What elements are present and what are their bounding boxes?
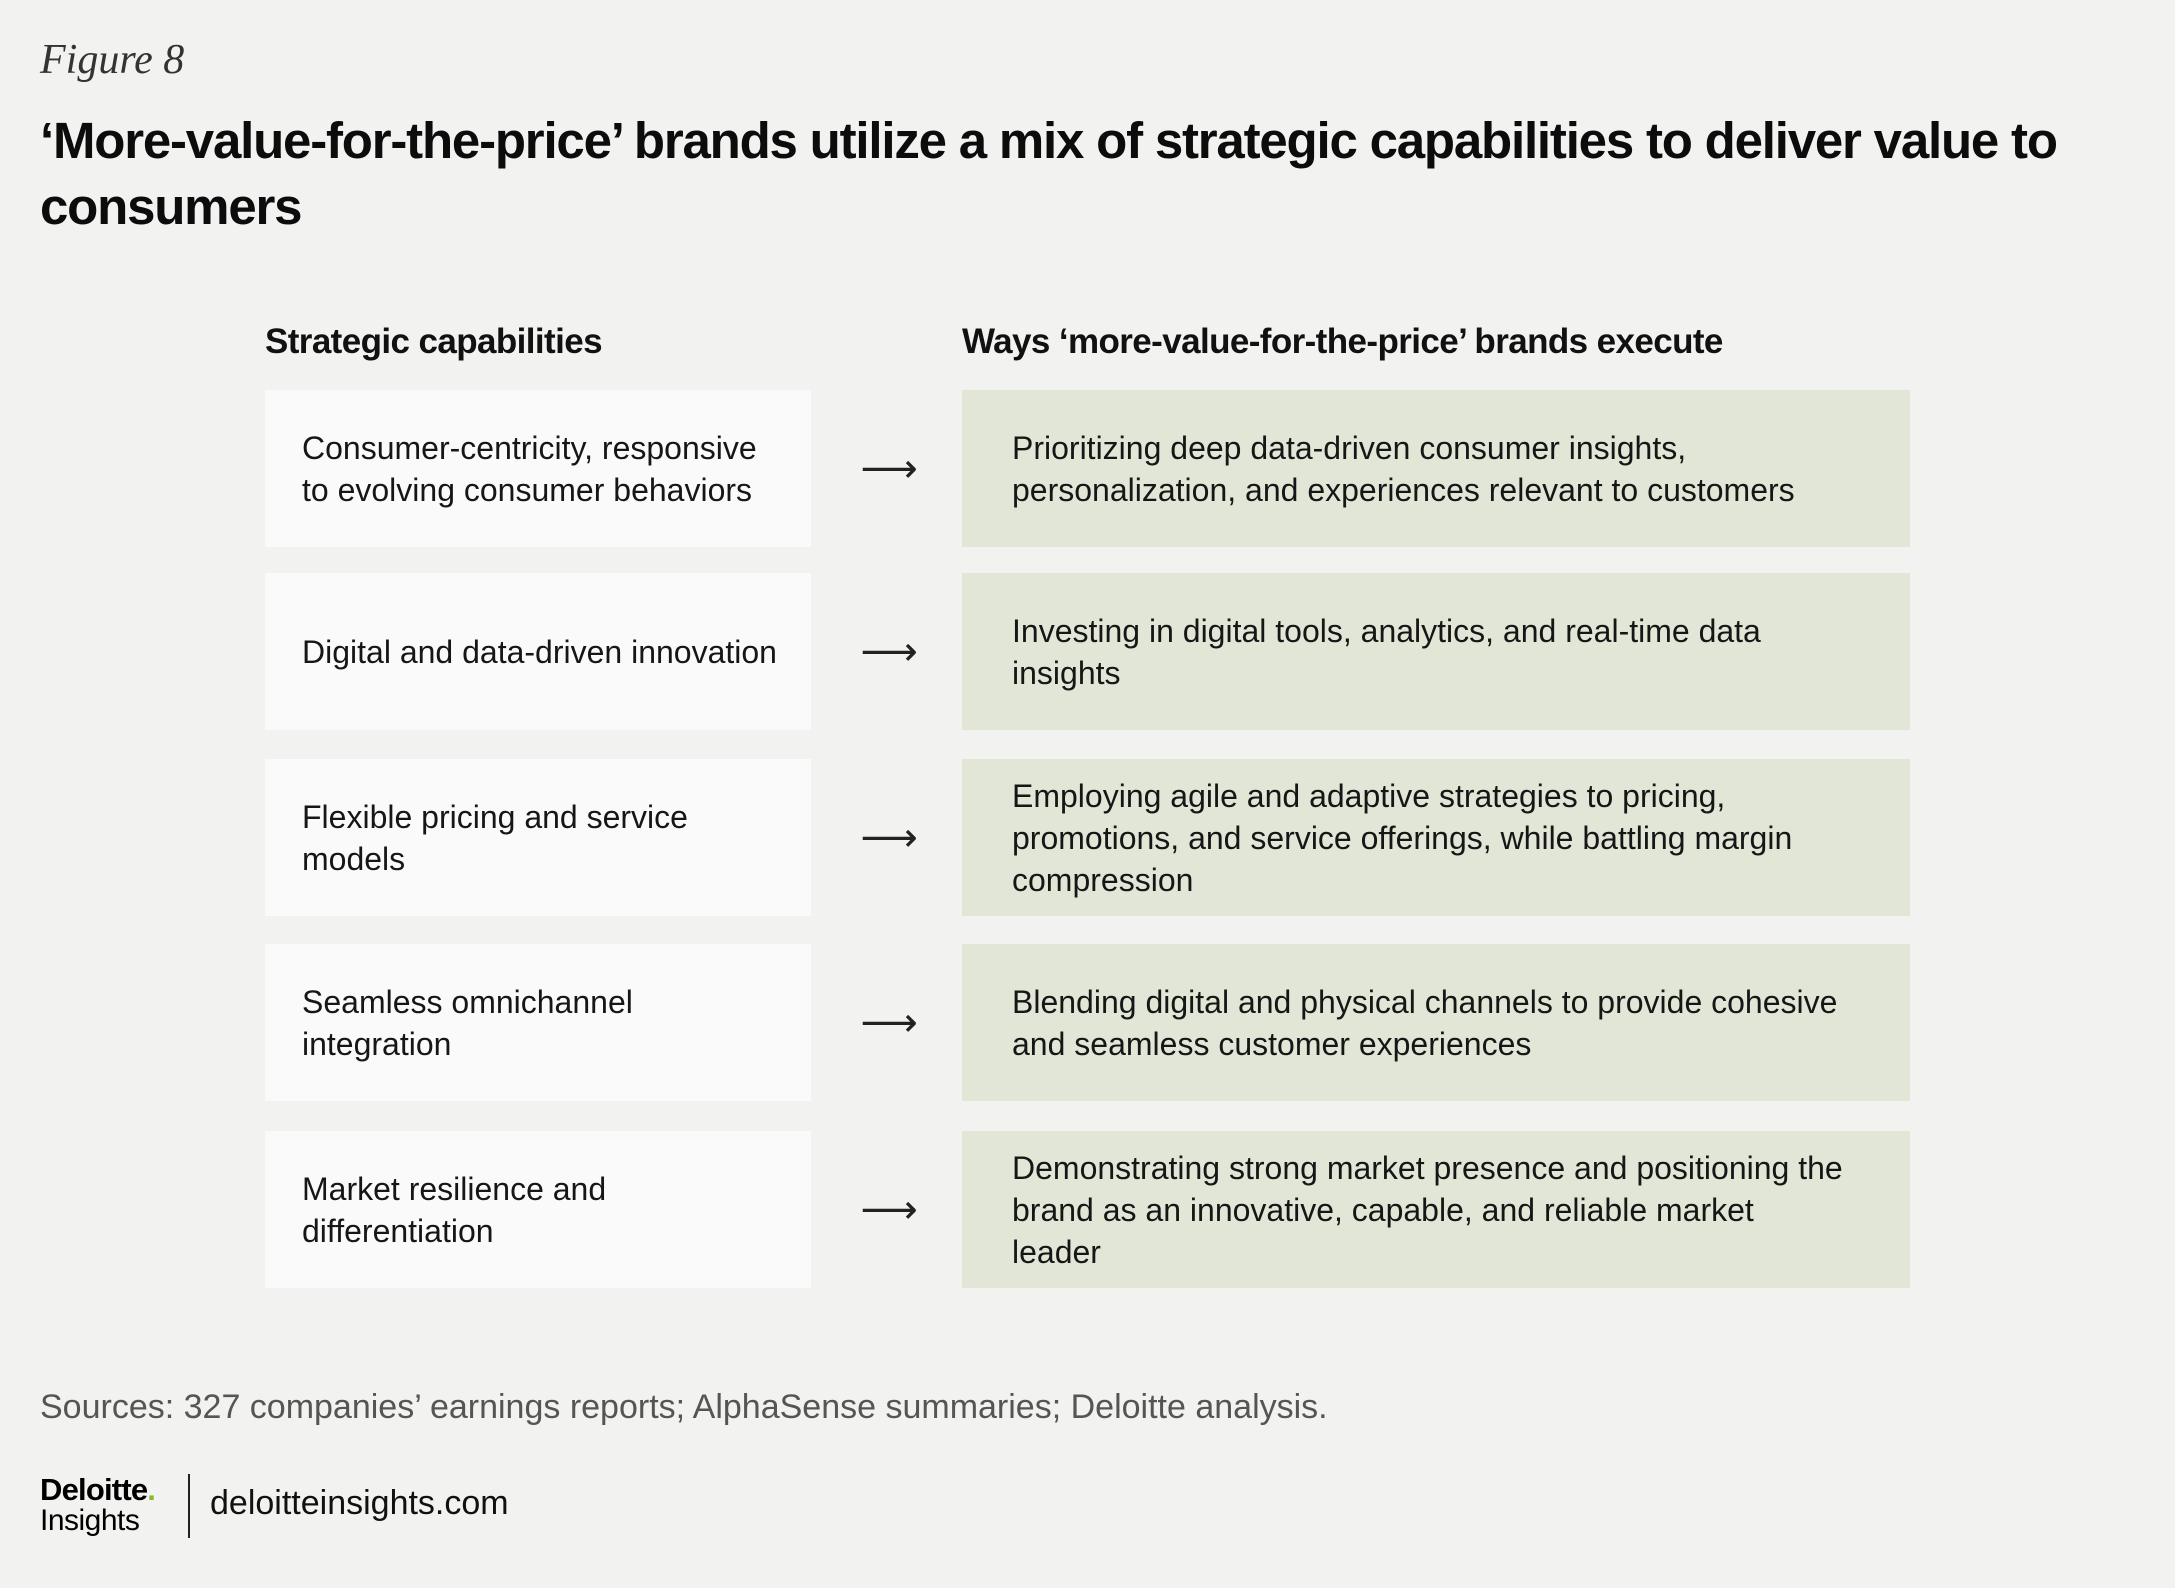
logo-dot: . [147,1472,156,1507]
capability-box: Flexible pricing and service models [265,759,811,916]
deloitte-insights-logo: Deloitte. Insights [40,1474,180,1536]
capability-box: Consumer-centricity, responsive to evolv… [265,390,811,547]
footer-divider [188,1474,190,1538]
execution-box: Blending digital and physical channels t… [962,944,1910,1101]
capability-row-4: Seamless omnichannel integration ⟶ Blend… [0,944,2175,1101]
logo-wordmark: Deloitte. [40,1474,180,1506]
capability-text: Consumer-centricity, responsive to evolv… [302,429,757,508]
execution-text: Blending digital and physical channels t… [1012,983,1838,1062]
right-arrow-icon: ⟶ [860,1186,918,1233]
capability-row-3: Flexible pricing and service models ⟶ Em… [0,759,2175,916]
capability-text: Flexible pricing and service models [302,798,688,877]
execution-text: Demonstrating strong market presence and… [1012,1149,1843,1270]
execution-box: Employing agile and adaptive strategies … [962,759,1910,916]
logo-name: Deloitte [40,1472,148,1507]
capability-text: Digital and data-driven innovation [302,633,777,670]
capability-text: Market resilience and differentiation [302,1170,607,1249]
execution-box: Prioritizing deep data-driven consumer i… [962,390,1910,547]
execution-text: Investing in digital tools, analytics, a… [1012,612,1761,691]
website-link[interactable]: deloitteinsights.com [210,1484,509,1522]
execution-text: Prioritizing deep data-driven consumer i… [1012,429,1795,508]
execution-box: Investing in digital tools, analytics, a… [962,573,1910,730]
figure-title: ‘More-value-for-the-price’ brands utiliz… [40,112,2058,235]
execution-text: Employing agile and adaptive strategies … [1012,777,1793,898]
right-arrow-icon: ⟶ [860,999,918,1046]
logo-subtitle: Insights [40,1504,140,1537]
capability-box: Market resilience and differentiation [265,1131,811,1288]
figure-label: Figure 8 [40,37,185,83]
right-arrow-icon: ⟶ [860,628,918,675]
capability-box: Digital and data-driven innovation [265,573,811,730]
column-heading-capabilities: Strategic capabilities [265,322,603,361]
capability-text: Seamless omnichannel integration [302,983,633,1062]
capability-box: Seamless omnichannel integration [265,944,811,1101]
column-heading-execution: Ways ‘more-value-for-the-price’ brands e… [962,322,1723,361]
execution-box: Demonstrating strong market presence and… [962,1131,1910,1288]
capability-row-2: Digital and data-driven innovation ⟶ Inv… [0,573,2175,730]
right-arrow-icon: ⟶ [860,814,918,861]
right-arrow-icon: ⟶ [860,445,918,492]
sources-note: Sources: 327 companies’ earnings reports… [40,1388,1328,1426]
capability-row-5: Market resilience and differentiation ⟶ … [0,1131,2175,1288]
capability-row-1: Consumer-centricity, responsive to evolv… [0,390,2175,547]
